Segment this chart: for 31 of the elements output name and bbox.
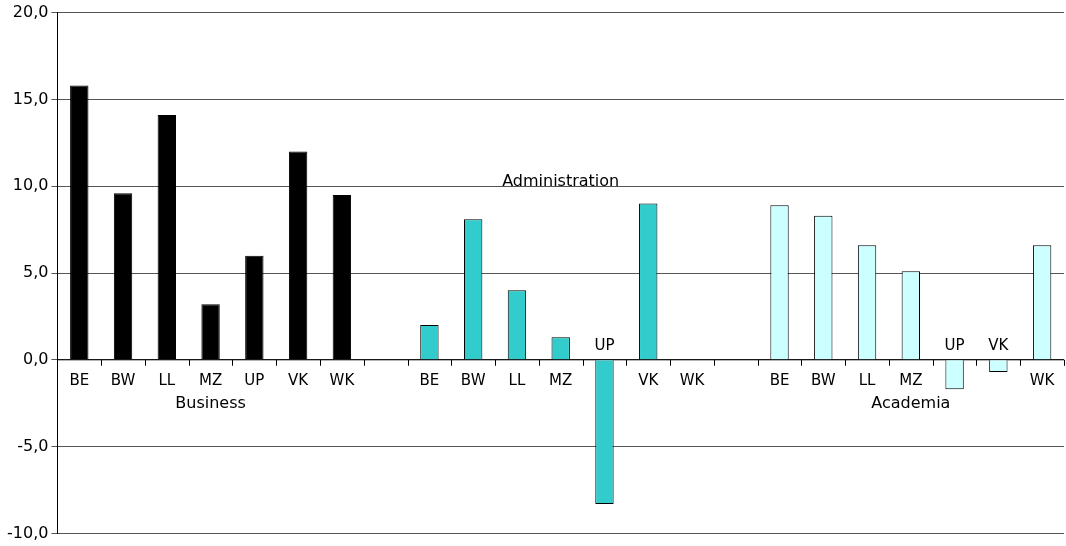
x-tick-label: BW bbox=[810, 371, 836, 390]
x-tick-label: LL bbox=[508, 371, 526, 390]
y-tick-label: -10,0 bbox=[6, 522, 49, 542]
x-tick-label: MZ bbox=[198, 371, 223, 390]
x-tick-label: BE bbox=[69, 371, 90, 390]
x-tick-label: WK bbox=[679, 371, 706, 390]
x-tick-label: VK bbox=[988, 336, 1010, 355]
x-tick-label: BW bbox=[460, 371, 486, 390]
y-tick-label: 0,0 bbox=[22, 348, 49, 368]
x-tick-label: VK bbox=[638, 371, 660, 390]
x-tick-label: LL bbox=[158, 371, 176, 390]
y-tick-label: 5,0 bbox=[22, 262, 49, 282]
x-tick-label: UP bbox=[944, 336, 965, 355]
x-tick-label: UP bbox=[594, 336, 615, 355]
x-tick-label: MZ bbox=[549, 371, 573, 390]
x-tick-label: BE bbox=[419, 371, 440, 390]
x-tick-label: WK bbox=[1029, 371, 1056, 390]
y-tick-label: -5,0 bbox=[17, 435, 49, 455]
x-tick-label: MZ bbox=[899, 371, 923, 390]
series-label: Academia bbox=[871, 392, 951, 412]
x-tick-label: LL bbox=[858, 371, 877, 390]
x-tick-label: BW bbox=[110, 371, 136, 390]
series-label: Administration bbox=[502, 170, 620, 190]
y-tick-label: 15,0 bbox=[12, 88, 49, 108]
y-tick-label: 20,0 bbox=[12, 1, 49, 21]
y-tick-label: 10,0 bbox=[12, 175, 49, 195]
x-tick-label: BE bbox=[769, 371, 790, 390]
x-tick-label: UP bbox=[244, 371, 265, 390]
x-tick-label: WK bbox=[329, 371, 356, 390]
text: Business bbox=[175, 392, 246, 412]
x-tick-label: VK bbox=[288, 371, 310, 390]
